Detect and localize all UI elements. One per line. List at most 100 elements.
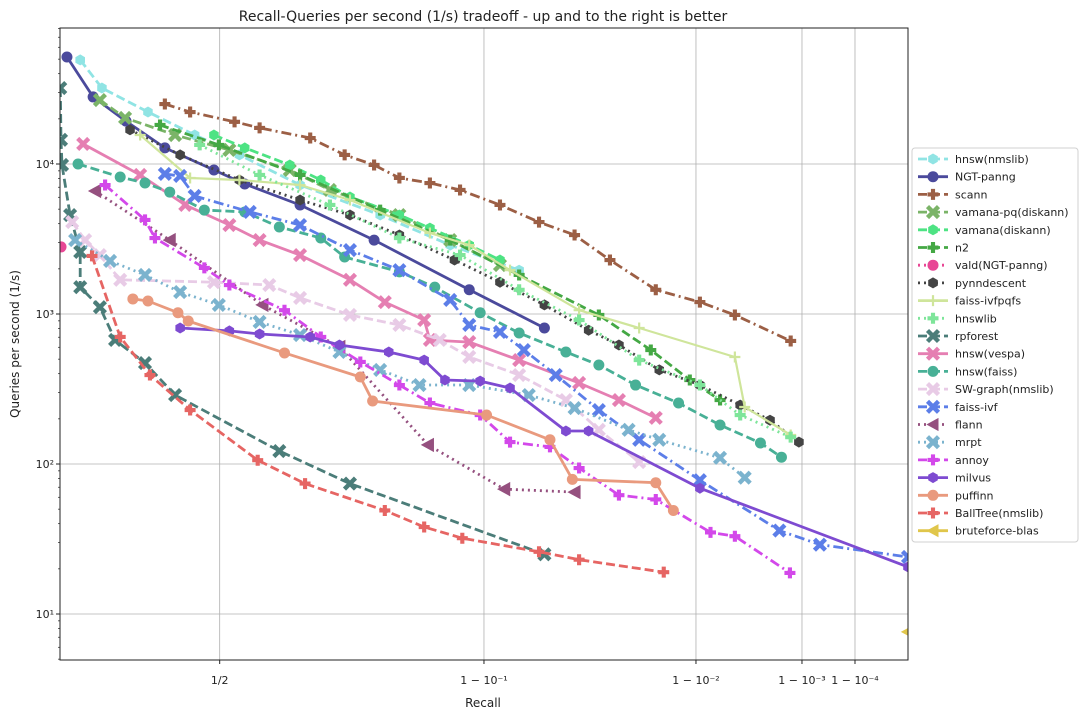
chart-title: Recall-Queries per second (1/s) tradeoff…	[239, 9, 728, 25]
legend-item-ngt-panng[interactable]: NGT-panng	[918, 171, 1016, 184]
data-point-milvus	[583, 425, 594, 437]
legend-label: milvus	[955, 472, 991, 485]
legend-item-annoy[interactable]: annoy	[918, 454, 989, 467]
data-point-ngt-panng	[208, 164, 220, 176]
series-flann	[87, 183, 581, 500]
data-point-vamana-pq-diskann	[92, 92, 107, 108]
legend-item-vamana-pq-diskann[interactable]: vamana-pq(diskann)	[918, 205, 1069, 220]
data-point-n2	[374, 204, 386, 216]
data-point-hnsw-vespa	[572, 375, 587, 391]
data-point-pynndescent	[794, 436, 804, 448]
data-point-sw-graph-nmslib	[462, 349, 477, 365]
data-point-annoy	[784, 567, 796, 579]
data-point-hnsw-faiss	[273, 221, 285, 233]
data-point-scann	[184, 106, 196, 118]
data-point-hnswlib	[694, 379, 706, 391]
legend-item-scann[interactable]: scann	[918, 188, 987, 201]
legend-item-hnsw-faiss[interactable]: hnsw(faiss)	[918, 365, 1017, 378]
data-point-ngt-panng	[368, 234, 380, 246]
series-line-ngt-panng	[65, 56, 546, 330]
legend-item-puffinn[interactable]: puffinn	[918, 489, 994, 502]
data-point-faiss-ivf	[516, 342, 531, 358]
data-point-hnsw-vespa	[512, 353, 527, 368]
data-point-sw-graph-nmslib	[392, 317, 407, 333]
data-point-mrpt	[137, 267, 153, 283]
data-point-milvus	[419, 354, 429, 366]
legend-item-flann[interactable]: flann	[918, 417, 983, 432]
data-point-hnsw-faiss	[72, 158, 84, 170]
legend-item-faiss-ivf[interactable]: faiss-ivf	[918, 399, 999, 414]
data-point-annoy	[315, 331, 327, 343]
data-point-hnsw-nmslib	[97, 82, 107, 94]
data-point-faiss-ivf	[692, 473, 707, 488]
legend-item-mrpt[interactable]: mrpt	[918, 435, 982, 450]
legend-item-sw-graph-nmslib[interactable]: SW-graph(nmslib)	[918, 382, 1054, 397]
data-point-faiss-ivf	[492, 324, 508, 340]
data-point-puffinn	[667, 504, 679, 516]
legend-item-n2[interactable]: n2	[918, 242, 969, 255]
legend-item-milvus[interactable]: milvus	[918, 472, 991, 485]
data-point-hnsw-faiss	[673, 397, 685, 409]
legend-item-pynndescent[interactable]: pynndescent	[918, 277, 1027, 290]
legend-label: scann	[955, 188, 987, 201]
data-point-balltree-nmslib	[299, 478, 311, 490]
data-point-puffinn	[566, 473, 578, 485]
legend-marker-icon	[925, 205, 941, 220]
data-point-scann	[304, 132, 316, 144]
series-line-flann	[94, 189, 575, 494]
legend-label: bruteforce-blas	[955, 525, 1039, 538]
legend-marker-icon	[928, 277, 938, 289]
data-point-hnsw-vespa	[292, 248, 308, 263]
data-point-annoy	[149, 232, 161, 244]
data-point-annoy	[198, 262, 210, 274]
legend-marker-icon	[927, 242, 939, 253]
data-point-puffinn	[182, 315, 194, 327]
data-point-balltree-nmslib	[114, 331, 126, 343]
legend-item-vamana-diskann[interactable]: vamana(diskann)	[918, 224, 1051, 237]
legend-item-faiss-ivfpqfs[interactable]: faiss-ivfpqfs	[918, 295, 1021, 308]
legend-marker-icon	[927, 188, 939, 200]
data-point-faiss-ivf	[443, 292, 458, 308]
data-point-hnsw-faiss	[474, 307, 486, 319]
series-line-faiss-ivf	[164, 172, 908, 559]
data-point-faiss-ivf	[392, 263, 407, 278]
legend-marker-icon	[926, 417, 939, 432]
series-line-hnsw-faiss	[77, 162, 783, 459]
data-point-puffinn	[142, 295, 154, 307]
data-point-scann	[424, 177, 436, 189]
data-point-puffinn	[127, 293, 139, 305]
legend-item-hnsw-nmslib[interactable]: hnsw(nmslib)	[918, 153, 1029, 166]
legend-item-bruteforce-blas[interactable]: bruteforce-blas	[918, 524, 1039, 538]
legend-item-vald-ngt-panng[interactable]: vald(NGT-panng)	[918, 259, 1048, 272]
legend-item-balltree-nmslib[interactable]: BallTree(nmslib)	[918, 507, 1043, 520]
data-point-sw-graph-nmslib	[342, 307, 358, 323]
data-point-sw-graph-nmslib	[292, 290, 308, 305]
legend-item-hnswlib[interactable]: hnswlib	[918, 312, 997, 325]
data-point-scann	[368, 159, 380, 171]
data-point-mrpt	[211, 297, 226, 312]
data-point-annoy	[424, 397, 436, 409]
data-point-scann	[454, 184, 466, 196]
data-point-n2	[294, 169, 306, 181]
data-point-rpforest	[73, 244, 88, 260]
legend-label: vald(NGT-panng)	[955, 259, 1048, 272]
legend-marker-icon	[925, 399, 941, 414]
data-point-faiss-ivf	[342, 242, 358, 258]
legend-item-hnsw-vespa[interactable]: hnsw(vespa)	[918, 346, 1025, 361]
legend: hnsw(nmslib) NGT-panng scann vamana-pq(disk…	[911, 147, 1079, 543]
series-milvus	[175, 322, 908, 573]
data-point-faiss-ivf	[187, 188, 202, 204]
data-point-mrpt	[173, 285, 188, 300]
legend-marker-icon	[928, 153, 938, 165]
data-point-hnswlib	[513, 284, 525, 296]
data-point-mrpt	[412, 377, 427, 393]
legend-item-rpforest[interactable]: rpforest	[918, 328, 999, 344]
data-point-annoy	[544, 441, 556, 453]
data-point-scann	[569, 229, 581, 241]
data-point-faiss-ivf	[157, 166, 172, 182]
data-point-puffinn	[172, 307, 184, 319]
series-line-n2	[159, 123, 721, 402]
data-point-hnswlib	[324, 199, 336, 211]
data-point-sw-graph-nmslib	[432, 332, 447, 348]
data-point-faiss-ivf	[900, 549, 908, 565]
